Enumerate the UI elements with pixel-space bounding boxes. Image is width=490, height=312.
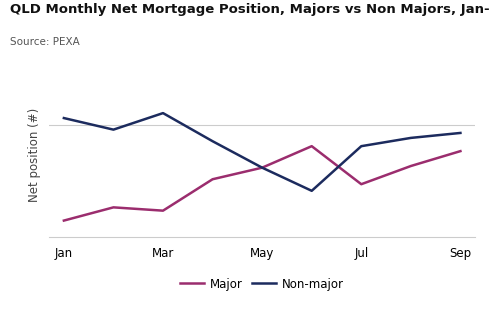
Text: Source: PEXA: Source: PEXA <box>10 37 79 47</box>
Major <box>111 206 117 209</box>
Major <box>61 219 67 222</box>
Y-axis label: Net position (#): Net position (#) <box>28 107 41 202</box>
Legend: Major, Non-major: Major, Non-major <box>176 273 348 295</box>
Major <box>160 209 166 212</box>
Major <box>210 177 216 181</box>
Major <box>259 166 265 169</box>
Major <box>458 149 464 153</box>
Non-major <box>160 111 166 115</box>
Non-major <box>358 144 364 148</box>
Non-major <box>309 189 315 193</box>
Non-major <box>259 166 265 169</box>
Non-major <box>111 128 117 132</box>
Text: QLD Monthly Net Mortgage Position, Majors vs Non Majors, Jan-Sep 2020: QLD Monthly Net Mortgage Position, Major… <box>10 3 490 16</box>
Non-major <box>458 131 464 135</box>
Non-major <box>61 116 67 120</box>
Line: Non-major: Non-major <box>64 113 461 191</box>
Major <box>309 144 315 148</box>
Line: Major: Major <box>64 146 461 221</box>
Major <box>358 182 364 186</box>
Major <box>408 164 414 168</box>
Non-major <box>210 139 216 143</box>
Non-major <box>408 136 414 140</box>
